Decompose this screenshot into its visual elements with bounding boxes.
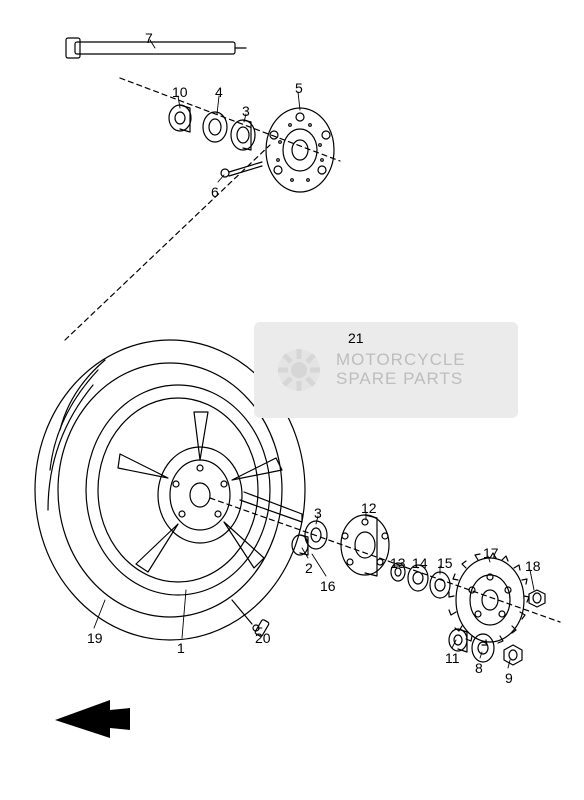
callout-20: 20 — [255, 630, 271, 646]
part-seal-15 — [430, 572, 450, 598]
callout-13: 13 — [390, 555, 406, 571]
callout-14: 14 — [412, 555, 428, 571]
callout-10: 10 — [172, 84, 188, 100]
part-nut-18 — [529, 590, 545, 607]
part-axle — [66, 38, 246, 58]
callout-6: 6 — [211, 184, 219, 200]
part-sprocket — [449, 553, 529, 645]
part-nut-9 — [504, 645, 522, 665]
callout-11: 11 — [445, 650, 460, 666]
part-spacer-10 — [169, 105, 191, 132]
callout-7: 7 — [145, 30, 153, 46]
callout-19: 19 — [87, 630, 103, 646]
callout-12: 12 — [361, 500, 377, 516]
part-collar-11 — [449, 629, 467, 652]
part-sprocket-carrier — [341, 515, 389, 576]
part-seal-8 — [472, 634, 494, 662]
callout-9: 9 — [505, 670, 513, 686]
callout-18: 18 — [525, 558, 541, 574]
watermark-badge: MOTORCYCLE SPARE PARTS — [254, 322, 518, 418]
callout-2: 2 — [305, 560, 313, 576]
diagram-canvas: MOTORCYCLE SPARE PARTS 7 10 4 3 5 6 21 3… — [0, 0, 584, 800]
watermark-text: MOTORCYCLE SPARE PARTS — [336, 351, 466, 388]
callout-3b: 3 — [314, 505, 322, 521]
front-arrow — [55, 700, 130, 738]
watermark-logo-icon — [276, 347, 322, 393]
callout-15: 15 — [437, 555, 453, 571]
callout-4: 4 — [215, 84, 223, 100]
callout-5: 5 — [295, 80, 303, 96]
watermark-line2: SPARE PARTS — [336, 370, 466, 389]
watermark-line1: MOTORCYCLE — [336, 351, 466, 370]
callout-21: 21 — [348, 330, 364, 346]
callout-8: 8 — [475, 660, 483, 676]
callout-16: 16 — [320, 578, 336, 594]
part-bolt-6 — [221, 162, 262, 177]
part-brake-disc — [266, 108, 334, 192]
callout-17: 17 — [483, 545, 499, 561]
callout-3a: 3 — [242, 103, 250, 119]
callout-1: 1 — [177, 640, 185, 656]
part-damper — [292, 535, 308, 555]
